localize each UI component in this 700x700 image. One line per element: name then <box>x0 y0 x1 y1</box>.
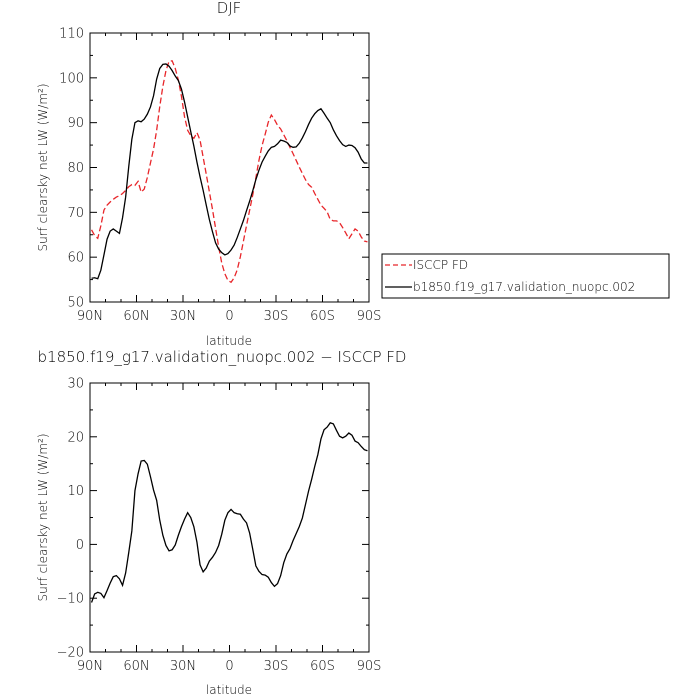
top-ytick-label: 60 <box>67 251 84 266</box>
top-x-ticks: 90N 60N 30N 0 30S 60S 90S <box>77 33 382 324</box>
top-ytick-label: 100 <box>59 71 84 86</box>
top-xtick-label: 30N <box>170 309 196 324</box>
top-ytick-label: 50 <box>67 296 84 311</box>
top-xtick-label: 60N <box>123 309 149 324</box>
bottom-xtick-label: 30S <box>264 659 289 674</box>
legend: ISCCP FD b1850.f19_g17.validation_nuopc.… <box>381 253 670 299</box>
bottom-y-ticks: −20 −10 0 10 20 30 <box>57 377 369 661</box>
top-series-line-0 <box>90 60 368 284</box>
bottom-x-ticks: 90N 60N 30N 0 30S 60S 90S <box>77 383 382 674</box>
top-xtick-label: 0 <box>225 309 233 324</box>
top-chart: DJF 90N 60N 30N 0 30S 60S 90S 50 60 70 80 90 100 110… <box>36 0 381 348</box>
top-chart-title: DJF <box>217 0 242 17</box>
top-xtick-label: 90N <box>77 309 103 324</box>
bottom-y-axis-label: Surf clearsky net LW (W/m²) <box>36 433 50 601</box>
top-ytick-label: 70 <box>67 206 84 221</box>
top-plot-area <box>90 60 368 284</box>
bottom-xtick-label: 90N <box>77 659 103 674</box>
top-xtick-label: 60S <box>310 309 335 324</box>
legend-label-isccp: ISCCP FD <box>413 258 468 272</box>
bottom-ytick-label: 10 <box>67 484 84 499</box>
bottom-ytick-label: 20 <box>67 430 84 445</box>
top-xtick-label: 30S <box>264 309 289 324</box>
top-ytick-label: 80 <box>67 161 84 176</box>
top-y-ticks: 50 60 70 80 90 100 110 <box>59 27 369 311</box>
bottom-series-line-0 <box>90 422 368 603</box>
top-xtick-label: 90S <box>357 309 382 324</box>
bottom-chart-title: b1850.f19_g17.validation_nuopc.002 − ISC… <box>38 348 407 366</box>
bottom-xtick-label: 90S <box>357 659 382 674</box>
bottom-ytick-label: 0 <box>76 538 84 553</box>
bottom-x-axis-label: latitude <box>206 683 252 697</box>
top-ytick-label: 90 <box>67 116 84 131</box>
top-ytick-label: 110 <box>59 27 84 42</box>
bottom-chart: b1850.f19_g17.validation_nuopc.002 − ISC… <box>36 348 406 697</box>
legend-box <box>381 253 670 299</box>
bottom-plot-area <box>90 422 368 603</box>
top-x-axis-label: latitude <box>206 334 252 348</box>
bottom-xtick-label: 30N <box>170 659 196 674</box>
top-plot-frame <box>89 32 370 303</box>
bottom-xtick-label: 0 <box>225 659 233 674</box>
bottom-plot-frame <box>89 382 370 653</box>
bottom-xtick-label: 60S <box>310 659 335 674</box>
bottom-ytick-label: −10 <box>57 592 84 607</box>
top-series-line-1 <box>91 63 368 280</box>
bottom-xtick-label: 60N <box>123 659 149 674</box>
bottom-ytick-label: 30 <box>67 377 84 392</box>
top-y-axis-label: Surf clearsky net LW (W/m²) <box>36 83 50 251</box>
bottom-ytick-label: −20 <box>57 646 84 661</box>
legend-label-model: b1850.f19_g17.validation_nuopc.002 <box>413 280 635 294</box>
